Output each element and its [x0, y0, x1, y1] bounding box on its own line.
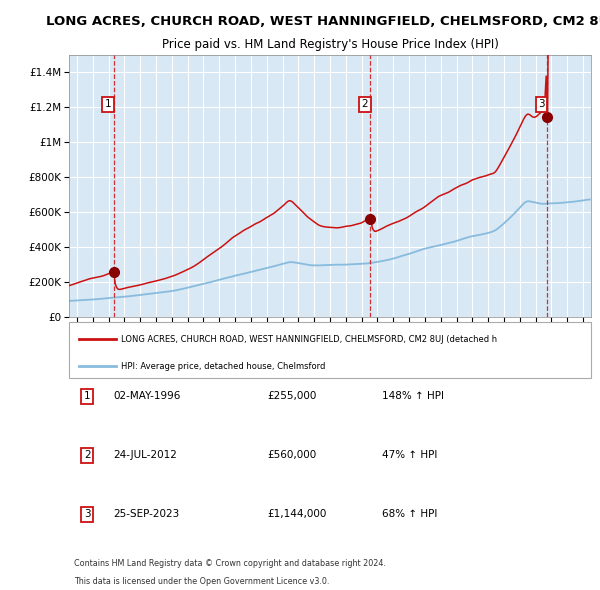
Text: LONG ACRES, CHURCH ROAD, WEST HANNINGFIELD, CHELMSFORD, CM2 8UJ (detached h: LONG ACRES, CHURCH ROAD, WEST HANNINGFIE… [121, 335, 497, 344]
Text: Price paid vs. HM Land Registry's House Price Index (HPI): Price paid vs. HM Land Registry's House … [161, 38, 499, 51]
FancyBboxPatch shape [69, 322, 591, 378]
Text: 1: 1 [105, 99, 112, 109]
Text: 02-MAY-1996: 02-MAY-1996 [113, 391, 181, 401]
Text: 3: 3 [84, 509, 91, 519]
Text: Contains HM Land Registry data © Crown copyright and database right 2024.: Contains HM Land Registry data © Crown c… [74, 559, 386, 568]
Text: 68% ↑ HPI: 68% ↑ HPI [382, 509, 437, 519]
Text: 25-SEP-2023: 25-SEP-2023 [113, 509, 179, 519]
Text: HPI: Average price, detached house, Chelmsford: HPI: Average price, detached house, Chel… [121, 362, 326, 371]
Text: LONG ACRES, CHURCH ROAD, WEST HANNINGFIELD, CHELMSFORD, CM2 8UJ: LONG ACRES, CHURCH ROAD, WEST HANNINGFIE… [46, 15, 600, 28]
Text: 24-JUL-2012: 24-JUL-2012 [113, 450, 177, 460]
Text: 148% ↑ HPI: 148% ↑ HPI [382, 391, 444, 401]
Text: 1: 1 [84, 391, 91, 401]
Text: 2: 2 [84, 450, 91, 460]
Text: £1,144,000: £1,144,000 [268, 509, 327, 519]
Text: 47% ↑ HPI: 47% ↑ HPI [382, 450, 437, 460]
Text: 3: 3 [538, 99, 545, 109]
Text: £255,000: £255,000 [268, 391, 317, 401]
Text: 2: 2 [361, 99, 368, 109]
Text: This data is licensed under the Open Government Licence v3.0.: This data is licensed under the Open Gov… [74, 578, 329, 586]
Text: £560,000: £560,000 [268, 450, 317, 460]
